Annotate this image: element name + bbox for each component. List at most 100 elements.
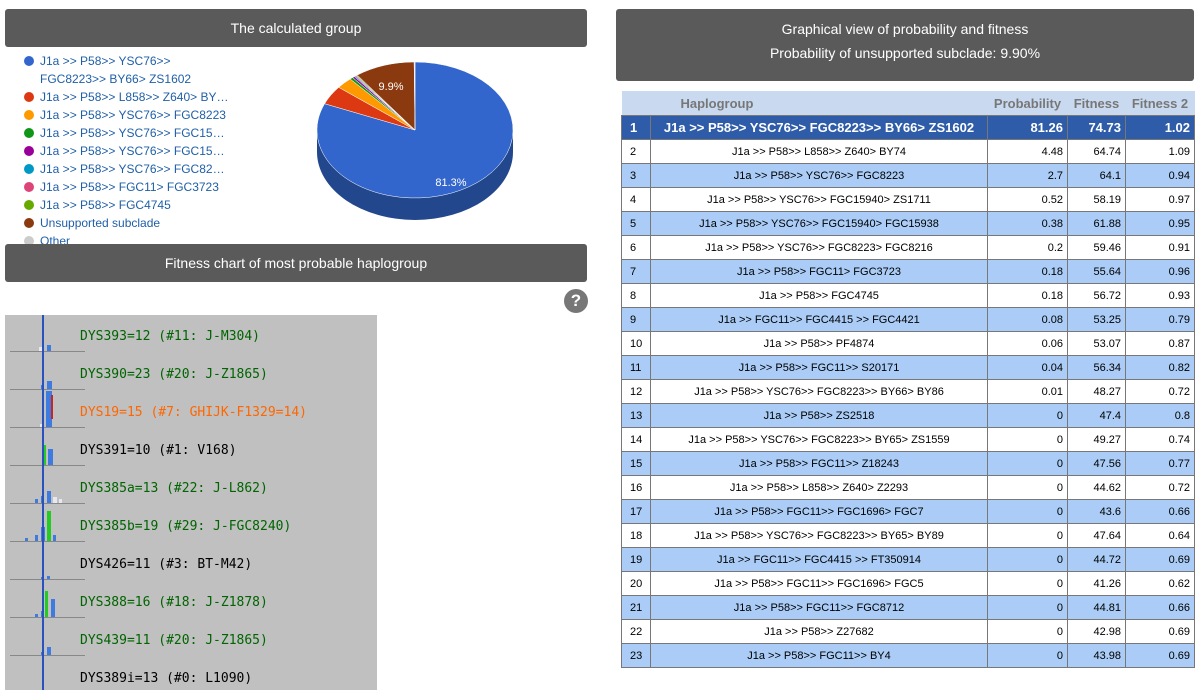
fitness-bar [35, 499, 38, 503]
help-icon[interactable]: ? [564, 289, 588, 313]
row-haplogroup: J1a >> P58>> YSC76>> FGC8223>> BY65> BY8… [650, 523, 988, 548]
legend-item[interactable]: J1a >> P58>> L858>> Z640> BY… [24, 88, 234, 106]
pie-slice[interactable] [413, 61, 416, 131]
legend-label: J1a >> P58>> FGC4745 [40, 198, 171, 212]
row-fitness-2: 0.97 [1125, 187, 1195, 212]
row-rank: 17 [621, 499, 651, 524]
table-row[interactable]: 17 J1a >> P58>> FGC11>> FGC1696> FGC7 0 43.… [621, 499, 1195, 524]
legend-item[interactable]: Unsupported subclade [24, 214, 234, 232]
legend-item[interactable]: J1a >> P58>> YSC76>> FGC82… [24, 160, 234, 178]
row-haplogroup: J1a >> P58>> FGC11>> S20171 [650, 355, 988, 380]
table-row[interactable]: 12 J1a >> P58>> YSC76>> FGC8223>> BY66> B… [621, 379, 1195, 404]
row-fitness-2: 0.64 [1125, 523, 1195, 548]
table-row[interactable]: 7 J1a >> P58>> FGC11> FGC3723 0.18 55.64 0.9… [621, 259, 1195, 284]
legend-item[interactable]: J1a >> P58>> YSC76>> FGC15… [24, 124, 234, 142]
pie-slice-side [317, 130, 513, 220]
table-row[interactable]: 4 J1a >> P58>> YSC76>> FGC15940> ZS1711 0.… [621, 187, 1195, 212]
row-haplogroup: J1a >> P58>> YSC76>> FGC8223>> BY66> ZS1… [650, 115, 988, 140]
table-row[interactable]: 6 J1a >> P58>> YSC76>> FGC8223> FGC8216 0.… [621, 235, 1195, 260]
table-row[interactable]: 2 J1a >> P58>> L858>> Z640> BY74 4.48 64.74… [621, 139, 1195, 164]
row-fitness-2: 1.09 [1125, 139, 1195, 164]
row-haplogroup: J1a >> P58>> L858>> Z640> BY74 [650, 139, 988, 164]
table-row[interactable]: 14 J1a >> P58>> YSC76>> FGC8223>> BY65> Z… [621, 427, 1195, 452]
fitness-row: DYS393=12 (#11: J-M304) [5, 315, 377, 353]
row-haplogroup: J1a >> P58>> FGC11> FGC3723 [650, 259, 988, 284]
table-row[interactable]: 1 J1a >> P58>> YSC76>> FGC8223>> BY66> ZS… [621, 115, 1195, 140]
fitness-bar [47, 576, 50, 579]
row-rank: 11 [621, 355, 651, 380]
fitness-bar [47, 381, 52, 389]
graphical-view-title: Graphical view of probability and fitnes… [781, 21, 1029, 37]
fitness-marker-line [42, 353, 44, 391]
column-header-fitness-2[interactable]: Fitness 2 [1125, 91, 1195, 116]
fitness-bar [43, 445, 46, 465]
row-haplogroup: J1a >> FGC11>> FGC4415 >> FGC4421 [650, 307, 988, 332]
legend-label: J1a >> P58>> L858>> Z640> BY… [40, 90, 229, 104]
row-rank: 19 [621, 547, 651, 572]
row-fitness: 41.26 [1067, 571, 1126, 596]
fitness-bar [39, 347, 42, 351]
table-row[interactable]: 22 J1a >> P58>> Z27682 0 42.98 0.69 [621, 619, 1195, 644]
row-rank: 15 [621, 451, 651, 476]
legend-item[interactable]: J1a >> P58>> YSC76>> FGC8223>> BY66> ZS1… [24, 52, 210, 88]
row-probability: 0.18 [987, 259, 1068, 284]
table-row[interactable]: 20 J1a >> P58>> FGC11>> FGC1696> FGC5 0 41.… [621, 571, 1195, 596]
table-row[interactable]: 18 J1a >> P58>> YSC76>> FGC8223>> BY65> B… [621, 523, 1195, 548]
fitness-marker-line [42, 315, 44, 353]
fitness-marker-label: DYS393=12 (#11: J-M304) [80, 329, 261, 344]
fitness-row: DYS385a=13 (#22: J-L862) [5, 467, 377, 505]
row-probability: 81.26 [987, 115, 1068, 140]
column-header-rank[interactable] [621, 91, 651, 116]
fitness-bar [48, 449, 53, 465]
row-fitness-2: 0.69 [1125, 547, 1195, 572]
row-fitness-2: 0.91 [1125, 235, 1195, 260]
table-row[interactable]: 23 J1a >> P58>> FGC11>> BY4 0 43.98 0.69 [621, 643, 1195, 668]
row-fitness: 53.07 [1067, 331, 1126, 356]
row-fitness-2: 0.8 [1125, 403, 1195, 428]
fitness-row: DYS439=11 (#20: J-Z1865) [5, 619, 377, 657]
table-row[interactable]: 11 J1a >> P58>> FGC11>> S20171 0.04 56.34 0.… [621, 355, 1195, 380]
table-header-row: Haplogroup Probability Fitness Fitness 2 [621, 91, 1195, 116]
column-header-haplogroup[interactable]: Haplogroup [650, 91, 988, 116]
row-fitness: 47.56 [1067, 451, 1126, 476]
legend-item[interactable]: J1a >> P58>> YSC76>> FGC8223 [24, 106, 234, 124]
fitness-baseline [10, 503, 85, 504]
table-row[interactable]: 5 J1a >> P58>> YSC76>> FGC15940> FGC15938… [621, 211, 1195, 236]
unsupported-probability-text: Probability of unsupported subclade: 9.9… [769, 45, 1041, 61]
row-haplogroup: J1a >> P58>> FGC11>> FGC1696> FGC7 [650, 499, 988, 524]
row-fitness: 53.25 [1067, 307, 1126, 332]
row-fitness-2: 0.74 [1125, 427, 1195, 452]
fitness-bar [51, 599, 55, 617]
fitness-bar [47, 345, 51, 351]
legend-color-dot [24, 164, 34, 174]
row-fitness-2: 0.66 [1125, 595, 1195, 620]
row-rank: 3 [621, 163, 651, 188]
table-row[interactable]: 13 J1a >> P58>> ZS2518 0 47.4 0.8 [621, 403, 1195, 428]
row-fitness: 56.72 [1067, 283, 1126, 308]
fitness-marker-label: DYS426=11 (#3: BT-M42) [80, 557, 253, 572]
legend-label: J1a >> P58>> YSC76>> FGC82… [40, 162, 225, 176]
row-fitness: 44.72 [1067, 547, 1126, 572]
column-header-fitness[interactable]: Fitness [1067, 91, 1126, 116]
row-fitness-2: 0.66 [1125, 499, 1195, 524]
column-header-probability[interactable]: Probability [987, 91, 1068, 116]
legend-color-dot [24, 146, 34, 156]
legend-label: J1a >> P58>> YSC76>> FGC8223 [40, 108, 226, 122]
fitness-marker-label: DYS390=23 (#20: J-Z1865) [80, 367, 268, 382]
table-row[interactable]: 19 J1a >> FGC11>> FGC4415 >> FT350914 0 44.… [621, 547, 1195, 572]
fitness-bar [53, 535, 56, 541]
legend-item[interactable]: J1a >> P58>> YSC76>> FGC15… [24, 142, 234, 160]
legend-item[interactable]: J1a >> P58>> FGC11> FGC3723 [24, 178, 234, 196]
legend-item[interactable]: Other [24, 232, 234, 250]
legend-color-dot [24, 182, 34, 192]
table-row[interactable]: 15 J1a >> P58>> FGC11>> Z18243 0 47.56 0.77 [621, 451, 1195, 476]
table-row[interactable]: 16 J1a >> P58>> L858>> Z640> Z2293 0 44.62 0… [621, 475, 1195, 500]
row-rank: 6 [621, 235, 651, 260]
table-row[interactable]: 3 J1a >> P58>> YSC76>> FGC8223 2.7 64.1 0.94 [621, 163, 1195, 188]
table-row[interactable]: 9 J1a >> FGC11>> FGC4415 >> FGC4421 0.08 53… [621, 307, 1195, 332]
table-row[interactable]: 21 J1a >> P58>> FGC11>> FGC8712 0 44.81 0.66 [621, 595, 1195, 620]
table-row[interactable]: 8 J1a >> P58>> FGC4745 0.18 56.72 0.93 [621, 283, 1195, 308]
table-row[interactable]: 10 J1a >> P58>> PF4874 0.06 53.07 0.87 [621, 331, 1195, 356]
legend-color-dot [24, 128, 34, 138]
legend-item[interactable]: J1a >> P58>> FGC4745 [24, 196, 234, 214]
